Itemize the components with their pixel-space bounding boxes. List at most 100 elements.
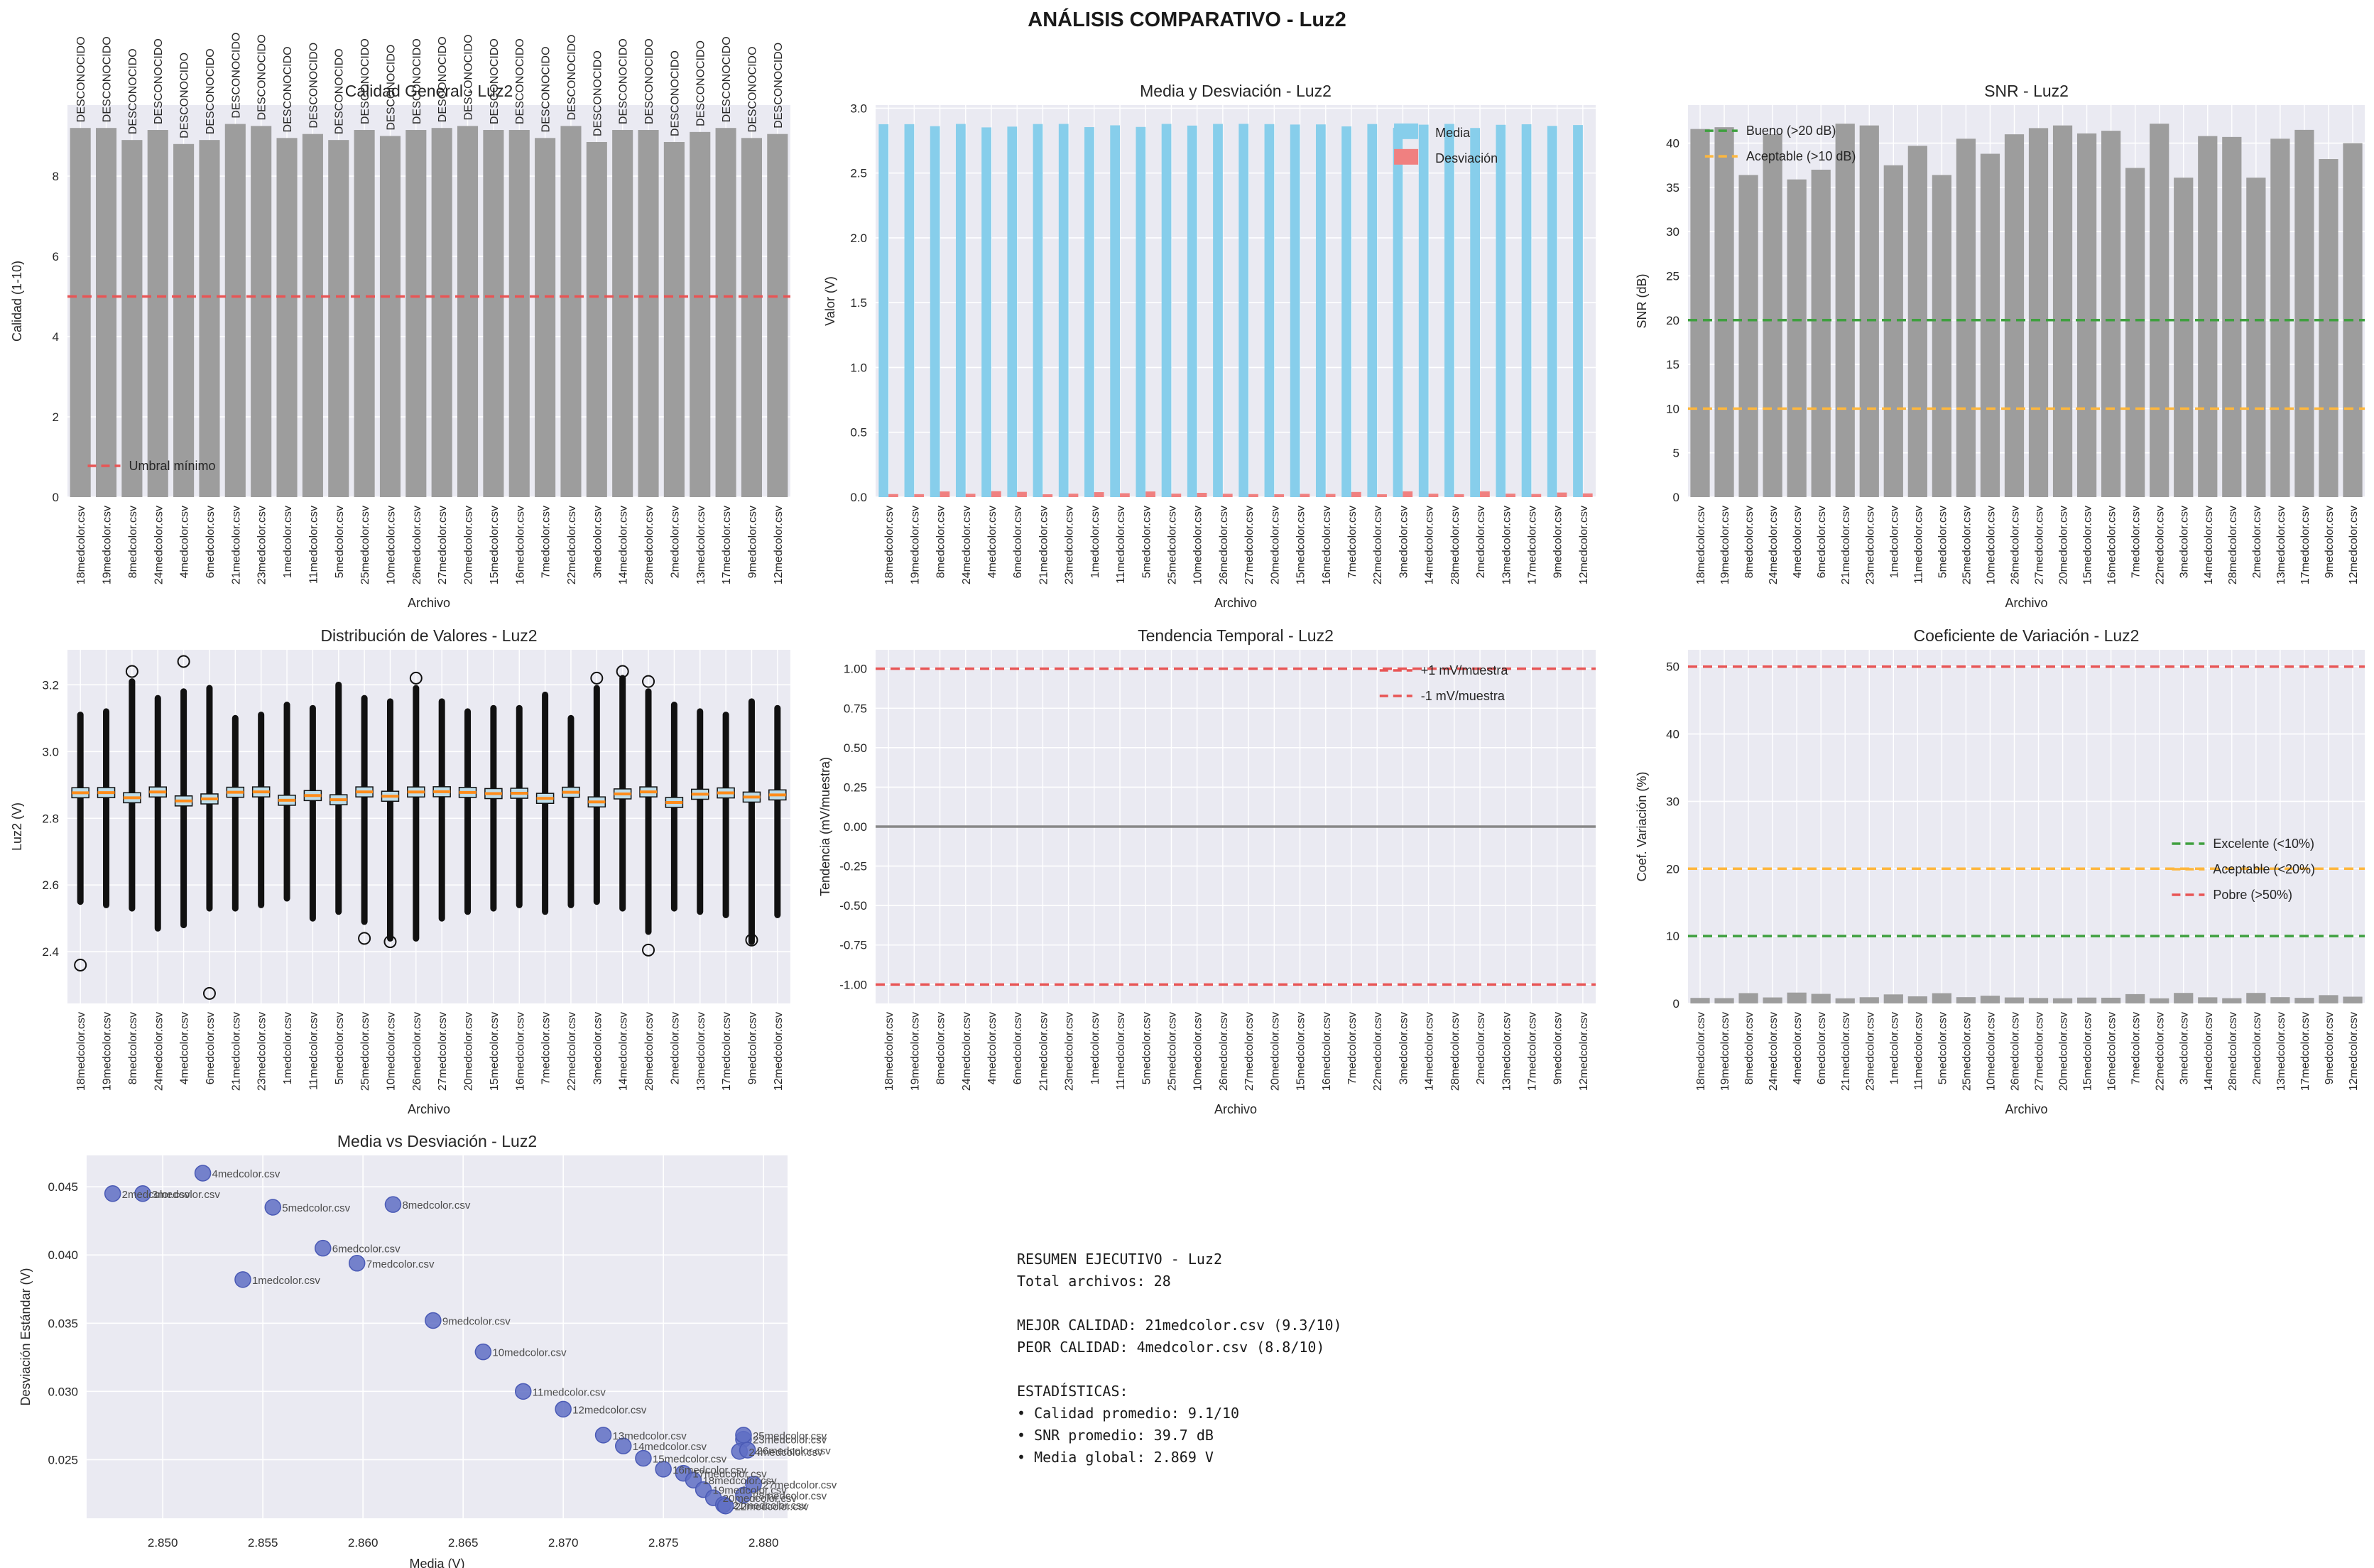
svg-text:DESCONOCIDO: DESCONOCIDO xyxy=(385,45,397,131)
svg-text:2medcolor.csv: 2medcolor.csv xyxy=(2251,1012,2263,1084)
svg-text:10: 10 xyxy=(1666,930,1679,943)
svg-text:10: 10 xyxy=(1666,402,1679,415)
svg-text:25medcolor.csv: 25medcolor.csv xyxy=(1961,506,1973,584)
svg-text:30: 30 xyxy=(1666,225,1679,239)
scatter-point xyxy=(425,1312,442,1329)
svg-text:20medcolor.csv: 20medcolor.csv xyxy=(2058,1012,2070,1091)
svg-text:6medcolor.csv: 6medcolor.csv xyxy=(205,1012,217,1084)
svg-text:2.875: 2.875 xyxy=(648,1536,679,1550)
svg-text:3.2: 3.2 xyxy=(42,678,59,692)
svg-text:1medcolor.csv: 1medcolor.csv xyxy=(1089,506,1101,578)
x-axis-label: Archivo xyxy=(2005,596,2047,610)
chart-title: Calidad General - Luz2 xyxy=(345,82,513,100)
svg-text:19medcolor.csv: 19medcolor.csv xyxy=(102,1012,114,1091)
svg-text:22medcolor.csv: 22medcolor.csv xyxy=(2155,1012,2167,1091)
svg-text:0.035: 0.035 xyxy=(48,1317,78,1330)
svg-text:2.850: 2.850 xyxy=(148,1536,178,1550)
svg-text:13medcolor.csv: 13medcolor.csv xyxy=(2275,1012,2287,1091)
svg-text:DESCONOCIDO: DESCONOCIDO xyxy=(592,50,604,136)
legend-label: Bueno (>20 dB) xyxy=(1746,124,1836,138)
svg-text:0.5: 0.5 xyxy=(850,426,867,440)
svg-text:8medcolor.csv: 8medcolor.csv xyxy=(1743,1012,1755,1084)
scatter-point xyxy=(315,1239,332,1257)
svg-text:1medcolor.csv: 1medcolor.csv xyxy=(1089,1012,1101,1084)
svg-text:19medcolor.csv: 19medcolor.csv xyxy=(909,1012,921,1091)
svg-text:9medcolor.csv: 9medcolor.csv xyxy=(746,1012,758,1084)
svg-text:15medcolor.csv: 15medcolor.csv xyxy=(1295,506,1307,584)
svg-text:2.0: 2.0 xyxy=(850,232,867,245)
svg-text:23medcolor.csv: 23medcolor.csv xyxy=(1864,1012,1876,1091)
svg-text:-0.25: -0.25 xyxy=(839,860,867,873)
svg-text:5medcolor.csv: 5medcolor.csv xyxy=(1937,506,1949,578)
svg-text:14medcolor.csv: 14medcolor.csv xyxy=(2203,506,2215,584)
legend: Bueno (>20 dB) Aceptable (>10 dB) xyxy=(1704,124,1856,163)
point-label: 21medcolor.csv xyxy=(733,1500,807,1512)
svg-text:1medcolor.csv: 1medcolor.csv xyxy=(282,506,294,578)
svg-text:15medcolor.csv: 15medcolor.csv xyxy=(1295,1012,1307,1091)
x-axis-label: Archivo xyxy=(2005,1102,2047,1116)
svg-text:20medcolor.csv: 20medcolor.csv xyxy=(1269,506,1281,584)
x-axis-label: Media (V) xyxy=(409,1557,464,1568)
svg-text:DESCONOCIDO: DESCONOCIDO xyxy=(102,36,114,122)
point-label: 23medcolor.csv xyxy=(753,1434,827,1447)
svg-text:8medcolor.csv: 8medcolor.csv xyxy=(935,506,947,578)
scatter-point xyxy=(194,1165,212,1182)
y-axis-label: SNR (dB) xyxy=(1635,273,1649,328)
scatter-point xyxy=(615,1437,632,1454)
svg-text:20medcolor.csv: 20medcolor.csv xyxy=(463,1012,475,1091)
point-label: 11medcolor.csv xyxy=(533,1386,606,1398)
svg-text:DESCONOCIDO: DESCONOCIDO xyxy=(540,46,552,132)
point-label: 10medcolor.csv xyxy=(492,1347,567,1359)
point-label: 20medcolor.csv xyxy=(723,1493,797,1505)
svg-text:8medcolor.csv: 8medcolor.csv xyxy=(935,1012,947,1084)
svg-text:7medcolor.csv: 7medcolor.csv xyxy=(540,1012,552,1084)
svg-text:2medcolor.csv: 2medcolor.csv xyxy=(1475,1012,1487,1084)
svg-text:2.860: 2.860 xyxy=(348,1536,379,1550)
svg-text:26medcolor.csv: 26medcolor.csv xyxy=(411,1012,423,1091)
chart-title: Media y Desviación - Luz2 xyxy=(1140,82,1332,100)
svg-text:12medcolor.csv: 12medcolor.csv xyxy=(1578,506,1590,584)
svg-text:8medcolor.csv: 8medcolor.csv xyxy=(127,1012,139,1084)
svg-text:22medcolor.csv: 22medcolor.csv xyxy=(566,506,578,584)
svg-text:24medcolor.csv: 24medcolor.csv xyxy=(961,1012,973,1091)
svg-text:16medcolor.csv: 16medcolor.csv xyxy=(1321,506,1333,584)
svg-text:4medcolor.csv: 4medcolor.csv xyxy=(1792,1012,1804,1084)
svg-text:-0.75: -0.75 xyxy=(839,939,867,952)
point-label: 17medcolor.csv xyxy=(692,1469,767,1481)
svg-text:-1.00: -1.00 xyxy=(839,978,867,991)
legend-label: Pobre (>50%) xyxy=(2213,888,2292,902)
svg-text:2medcolor.csv: 2medcolor.csv xyxy=(669,506,681,578)
svg-text:28medcolor.csv: 28medcolor.csv xyxy=(1449,1012,1461,1091)
svg-text:5medcolor.csv: 5medcolor.csv xyxy=(1140,1012,1153,1084)
x-axis-label: Archivo xyxy=(1214,1102,1257,1116)
plot-area xyxy=(1688,650,2365,1003)
svg-text:6: 6 xyxy=(53,250,59,263)
svg-text:2.870: 2.870 xyxy=(548,1536,579,1550)
chart-title: Tendencia Temporal - Luz2 xyxy=(1138,626,1334,645)
svg-text:1medcolor.csv: 1medcolor.csv xyxy=(1888,506,1900,578)
svg-text:9medcolor.csv: 9medcolor.csv xyxy=(1552,506,1564,578)
svg-text:24medcolor.csv: 24medcolor.csv xyxy=(153,506,165,584)
svg-text:DESCONOCIDO: DESCONOCIDO xyxy=(307,43,320,129)
svg-text:28medcolor.csv: 28medcolor.csv xyxy=(2227,506,2239,584)
svg-text:35: 35 xyxy=(1666,181,1679,195)
svg-text:2: 2 xyxy=(53,410,59,424)
point-label: 16medcolor.csv xyxy=(673,1464,747,1476)
svg-text:1.0: 1.0 xyxy=(850,361,867,374)
svg-text:21medcolor.csv: 21medcolor.csv xyxy=(1038,506,1050,584)
point-label: 4medcolor.csv xyxy=(212,1168,281,1180)
chart-title: Coeficiente de Variación - Luz2 xyxy=(1914,626,2140,645)
svg-text:26medcolor.csv: 26medcolor.csv xyxy=(2009,506,2021,584)
svg-text:0.25: 0.25 xyxy=(844,780,867,794)
svg-text:14medcolor.csv: 14medcolor.csv xyxy=(2203,1012,2215,1091)
x-axis-label: Archivo xyxy=(1214,596,1257,610)
svg-text:-0.50: -0.50 xyxy=(839,899,867,913)
svg-text:15medcolor.csv: 15medcolor.csv xyxy=(489,506,501,584)
svg-text:22medcolor.csv: 22medcolor.csv xyxy=(1372,1012,1384,1091)
legend-label: Aceptable (>10 dB) xyxy=(1746,149,1856,163)
svg-text:DESCONOCIDO: DESCONOCIDO xyxy=(618,38,630,124)
svg-text:25medcolor.csv: 25medcolor.csv xyxy=(359,506,371,584)
svg-text:DESCONOCIDO: DESCONOCIDO xyxy=(437,36,449,122)
svg-text:1.5: 1.5 xyxy=(850,296,867,310)
svg-text:4medcolor.csv: 4medcolor.csv xyxy=(986,1012,998,1084)
